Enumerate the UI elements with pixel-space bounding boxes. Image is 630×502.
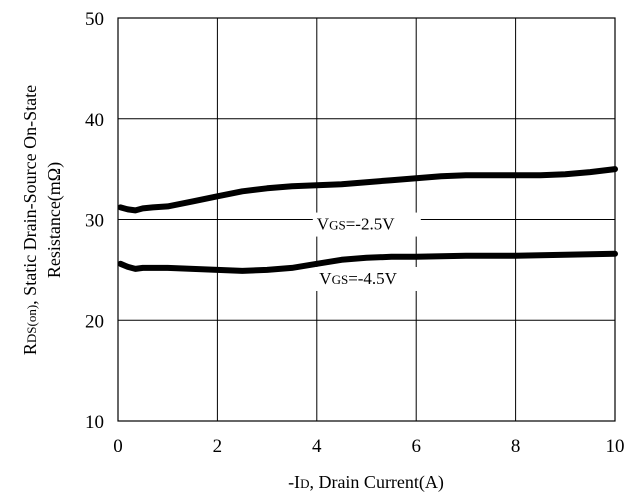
y-tick-label: 40 (85, 110, 104, 131)
series-labels: VGS=-2.5V VGS=-4.5V (312, 212, 424, 291)
y-tick-label: 10 (85, 412, 104, 433)
y-axis-title: RDS(on), Static Drain-Source On-State Re… (20, 85, 65, 355)
y-tick-label: 20 (85, 311, 104, 332)
x-tick-label: 8 (511, 436, 521, 457)
series-label-bg (315, 266, 424, 291)
x-tick-label: 4 (312, 436, 322, 457)
x-tick-label: 10 (606, 436, 625, 457)
series-lines (117, 166, 618, 274)
x-tick-label: 6 (411, 436, 421, 457)
y-axis-title-line2: Resistance(mΩ) (44, 162, 65, 278)
y-tick-label: 30 (85, 211, 104, 232)
y-axis-title-line1: RDS(on), Static Drain-Source On-State (20, 85, 40, 355)
x-axis-title: -ID, Drain Current(A) (288, 472, 444, 493)
series-line-2 (117, 250, 618, 274)
x-tick-label: 0 (113, 436, 123, 457)
y-tick-label: 50 (85, 9, 104, 30)
series-line-1 (117, 166, 618, 214)
series-label-2: VGS=-4.5V (319, 269, 397, 288)
x-tick-label: 2 (213, 436, 223, 457)
series-label-bg (312, 212, 421, 237)
tick-labels: 0 2 4 6 8 10 10 20 30 40 50 (85, 9, 625, 457)
plot-frame (117, 17, 616, 422)
series-label-1: VGS=-2.5V (317, 215, 395, 234)
